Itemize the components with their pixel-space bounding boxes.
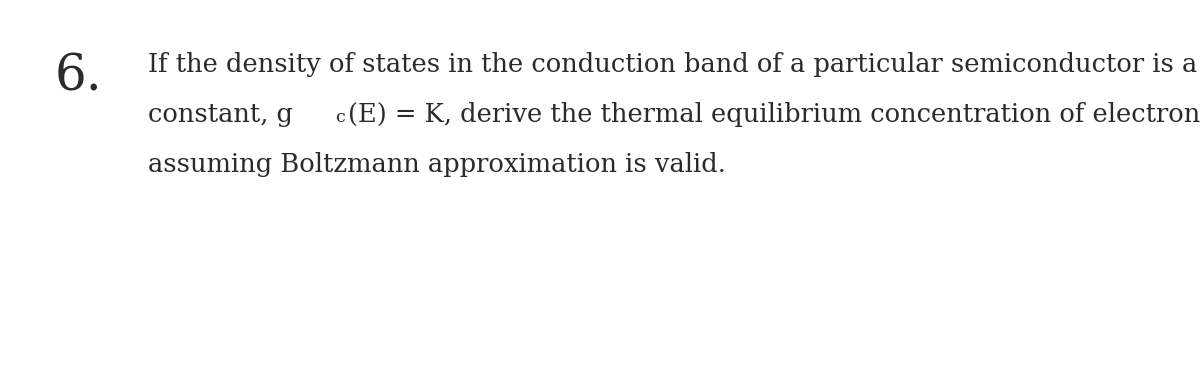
Text: c: c [335,109,344,126]
Text: assuming Boltzmann approximation is valid.: assuming Boltzmann approximation is vali… [148,152,726,177]
Text: 6.: 6. [55,52,103,101]
Text: If the density of states in the conduction band of a particular semiconductor is: If the density of states in the conducti… [148,52,1198,77]
Text: constant, g: constant, g [148,102,293,127]
Text: (E) = K, derive the thermal equilibrium concentration of electrons,: (E) = K, derive the thermal equilibrium … [348,102,1200,127]
